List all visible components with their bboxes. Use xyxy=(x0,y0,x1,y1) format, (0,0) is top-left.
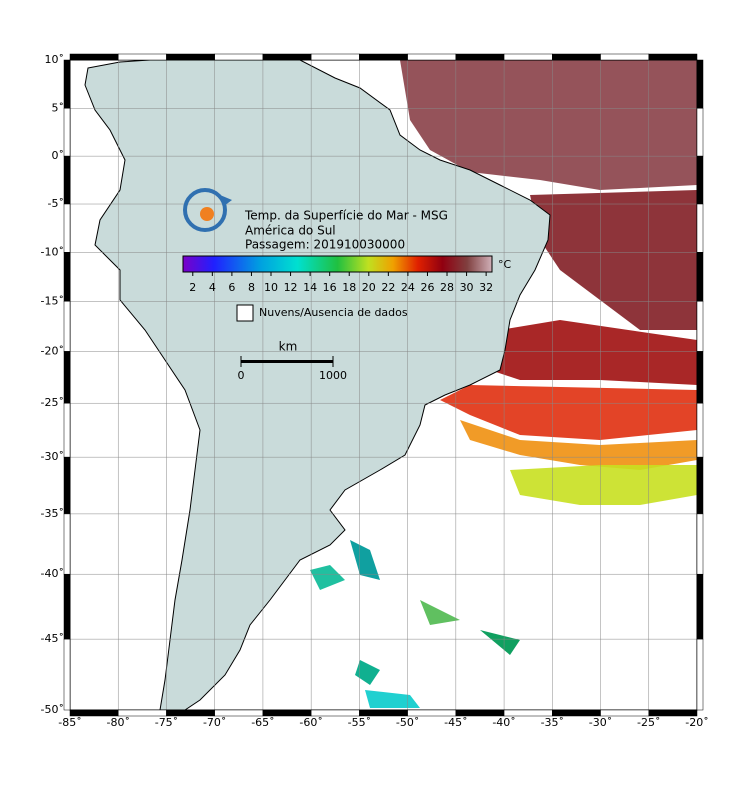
x-tick-label: -20˚ xyxy=(685,716,708,729)
frame-segment xyxy=(117,53,167,61)
frame-segment xyxy=(63,252,71,302)
colorbar-tick-label: 32 xyxy=(479,281,493,294)
frame-segment xyxy=(696,402,704,458)
frame-segment xyxy=(455,53,505,61)
colorbar-tick-label: 20 xyxy=(362,281,376,294)
frame-segment xyxy=(214,53,264,61)
frame-segment xyxy=(696,573,704,640)
colorbar-tick-label: 18 xyxy=(342,281,356,294)
y-tick-label: -40˚ xyxy=(41,567,64,580)
frame-segment xyxy=(696,513,704,575)
x-tick-label: -25˚ xyxy=(637,716,660,729)
x-tick-label: -50˚ xyxy=(396,716,419,729)
frame-segment xyxy=(63,638,71,711)
y-tick-label: -20˚ xyxy=(41,344,64,357)
y-tick-label: -45˚ xyxy=(41,632,64,645)
frame-segment xyxy=(63,573,71,640)
frame-segment xyxy=(63,203,71,253)
colorbar-tick-label: 2 xyxy=(189,281,196,294)
continent xyxy=(84,59,551,711)
colorbar-unit: °C xyxy=(498,258,512,271)
colorbar-tick-label: 22 xyxy=(381,281,395,294)
frame-segment xyxy=(310,53,360,61)
frame-segment xyxy=(696,203,704,253)
y-tick-label: -50˚ xyxy=(41,703,64,716)
x-tick-label: -40˚ xyxy=(492,716,515,729)
frame-segment xyxy=(63,456,71,515)
frame-segment xyxy=(63,155,71,205)
y-tick-label: -30˚ xyxy=(41,450,64,463)
frame-segment xyxy=(696,59,704,109)
colorbar-tick-label: 10 xyxy=(264,281,278,294)
frame-segment xyxy=(648,53,698,61)
colorbar-tick-label: 28 xyxy=(440,281,454,294)
title-line: Temp. da Superfície do Mar - MSG xyxy=(244,209,448,223)
x-tick-label: -75˚ xyxy=(155,716,178,729)
frame-segment xyxy=(63,513,71,575)
frame-segment xyxy=(696,301,704,352)
colorbar-tick-label: 12 xyxy=(284,281,298,294)
x-tick-label: -30˚ xyxy=(589,716,612,729)
x-tick-label: -80˚ xyxy=(106,716,129,729)
colorbar-tick-label: 6 xyxy=(228,281,235,294)
frame-segment xyxy=(696,456,704,515)
colorbar-tick-label: 14 xyxy=(303,281,317,294)
x-tick-label: -55˚ xyxy=(348,716,371,729)
colorbar-tick-label: 26 xyxy=(420,281,434,294)
title-line: América do Sul xyxy=(245,224,336,238)
title-line: Passagem: 201910030000 xyxy=(245,238,405,252)
frame-segment xyxy=(63,108,71,157)
colorbar-tick-label: 16 xyxy=(323,281,337,294)
scale-bar xyxy=(241,360,333,363)
frame-segment xyxy=(696,252,704,302)
y-tick-label: 0˚ xyxy=(52,149,65,162)
y-tick-label: -10˚ xyxy=(41,245,64,258)
colorbar xyxy=(182,255,493,273)
frame-segment xyxy=(648,709,698,717)
legend-label: Nuvens/Ausencia de dados xyxy=(259,306,408,319)
frame-segment xyxy=(63,402,71,458)
scale-unit: km xyxy=(279,340,298,354)
colorbar-tick-label: 30 xyxy=(460,281,474,294)
y-tick-label: -5˚ xyxy=(48,197,64,210)
y-tick-label: -15˚ xyxy=(41,294,64,307)
frame-segment xyxy=(359,53,408,61)
frame-segment xyxy=(696,155,704,205)
frame-segment xyxy=(696,638,704,711)
y-tick-label: 5˚ xyxy=(52,101,65,114)
y-tick-label: -35˚ xyxy=(41,507,64,520)
frame-segment xyxy=(166,53,215,61)
x-tick-label: -65˚ xyxy=(251,716,274,729)
x-tick-label: -35˚ xyxy=(541,716,564,729)
legend-swatch xyxy=(236,304,254,322)
frame-segment xyxy=(63,59,71,109)
x-tick-label: -85˚ xyxy=(58,716,81,729)
y-tick-label: 10˚ xyxy=(45,53,65,66)
frame-segment xyxy=(63,351,71,404)
scale-tick-label: 0 xyxy=(238,369,245,382)
frame-segment xyxy=(63,301,71,352)
colorbar-tick-label: 24 xyxy=(401,281,415,294)
frame-segment xyxy=(503,53,553,61)
frame-segment xyxy=(696,351,704,404)
colorbar-tick-label: 4 xyxy=(209,281,216,294)
frame-segment xyxy=(69,53,119,61)
scale-tick-label: 1000 xyxy=(319,369,347,382)
frame-segment xyxy=(552,53,601,61)
logo xyxy=(183,188,232,232)
frame-segment xyxy=(696,108,704,157)
colorbar-tick-label: 8 xyxy=(248,281,255,294)
x-tick-label: -45˚ xyxy=(444,716,467,729)
x-tick-label: -70˚ xyxy=(203,716,226,729)
frame-segment xyxy=(600,53,650,61)
y-tick-label: -25˚ xyxy=(41,396,64,409)
x-tick-label: -60˚ xyxy=(299,716,322,729)
frame-segment xyxy=(262,53,312,61)
frame-segment xyxy=(407,53,457,61)
sst-patches xyxy=(310,60,697,708)
